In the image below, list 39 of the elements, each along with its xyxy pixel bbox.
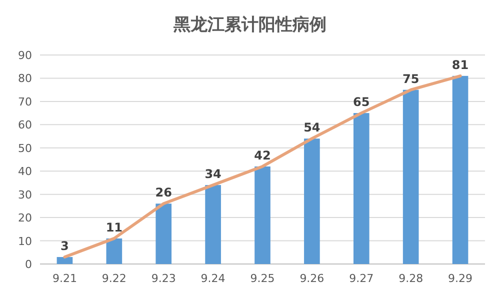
y-tick-label: 0 [25,258,32,271]
x-tick-label: 9.29 [448,272,473,285]
y-tick-label: 60 [18,118,32,132]
x-tick-label: 9.24 [200,272,226,285]
bar [304,138,320,264]
bar [106,238,122,264]
x-tick-label: 9.28 [398,272,424,285]
x-tick-label: 9.23 [151,272,176,285]
data-label: 75 [402,72,420,86]
bar [254,166,270,264]
line-series [63,74,462,259]
y-tick-label: 50 [18,142,32,155]
y-tick-label: 20 [18,212,32,225]
data-label: 34 [204,167,222,182]
bar [156,204,172,264]
data-label: 42 [254,148,271,162]
chart-title: 黑龙江累计阳性病例 [172,15,326,35]
y-tick-label: 70 [18,95,32,108]
y-tick-label: 90 [18,49,32,62]
data-label: 3 [60,239,69,254]
bar [353,113,370,264]
y-tick-label: 30 [18,188,32,202]
y-tick-label: 40 [18,165,32,178]
data-label: 81 [452,58,469,72]
bar [402,90,419,264]
bar [205,185,221,264]
data-label: 26 [155,186,172,200]
y-tick-label: 80 [18,72,32,86]
x-tick-label: 9.25 [250,272,275,285]
x-tick-label: 9.21 [52,272,77,285]
bar [56,257,73,264]
x-tick-label: 9.26 [300,272,324,285]
x-tick-label: 9.22 [102,272,126,285]
y-tick-label: 10 [18,234,32,248]
data-label: 54 [304,120,320,135]
x-tick-label: 9.27 [349,272,374,285]
data-label: 11 [106,220,123,234]
data-label: 65 [353,95,370,110]
bar [452,76,468,264]
